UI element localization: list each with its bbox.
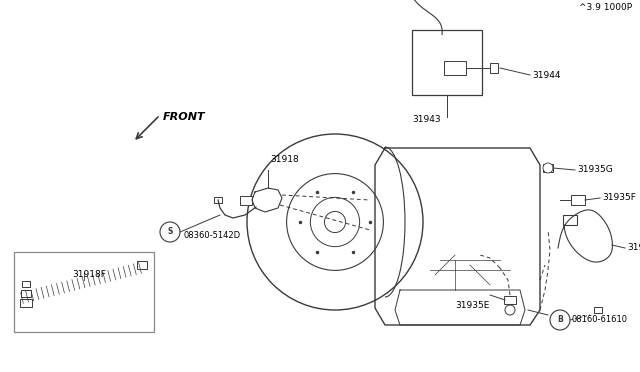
Circle shape <box>505 305 515 315</box>
Circle shape <box>160 222 180 242</box>
Text: S: S <box>167 228 173 237</box>
Text: 31944: 31944 <box>532 71 561 80</box>
Bar <box>20 299 32 307</box>
Circle shape <box>543 163 553 173</box>
Bar <box>22 281 30 287</box>
Circle shape <box>247 134 423 310</box>
Text: 31918F: 31918F <box>72 270 106 279</box>
Bar <box>137 261 147 269</box>
Bar <box>504 296 516 304</box>
Bar <box>543 164 553 172</box>
Bar <box>563 215 577 225</box>
Bar <box>571 195 585 205</box>
Text: 08160-61610: 08160-61610 <box>572 315 628 324</box>
Bar <box>444 61 466 75</box>
Circle shape <box>287 174 383 270</box>
Text: 31935F: 31935F <box>602 193 636 202</box>
Circle shape <box>324 211 346 232</box>
Bar <box>490 63 498 73</box>
Text: 08360-5142D: 08360-5142D <box>183 231 240 240</box>
Bar <box>214 197 222 203</box>
Bar <box>240 196 252 205</box>
Bar <box>594 307 602 313</box>
Circle shape <box>310 198 360 247</box>
Bar <box>21 289 31 296</box>
Text: 31935E: 31935E <box>455 301 490 310</box>
Bar <box>14 252 154 332</box>
Text: 31935: 31935 <box>627 244 640 253</box>
Text: ^3.9 1000P: ^3.9 1000P <box>579 3 632 12</box>
Text: 31935G: 31935G <box>577 166 612 174</box>
Text: 31918: 31918 <box>270 155 299 164</box>
Circle shape <box>550 310 570 330</box>
Text: FRONT: FRONT <box>163 112 205 122</box>
Bar <box>412 29 482 94</box>
Text: B: B <box>557 315 563 324</box>
Text: 31943: 31943 <box>413 115 442 125</box>
